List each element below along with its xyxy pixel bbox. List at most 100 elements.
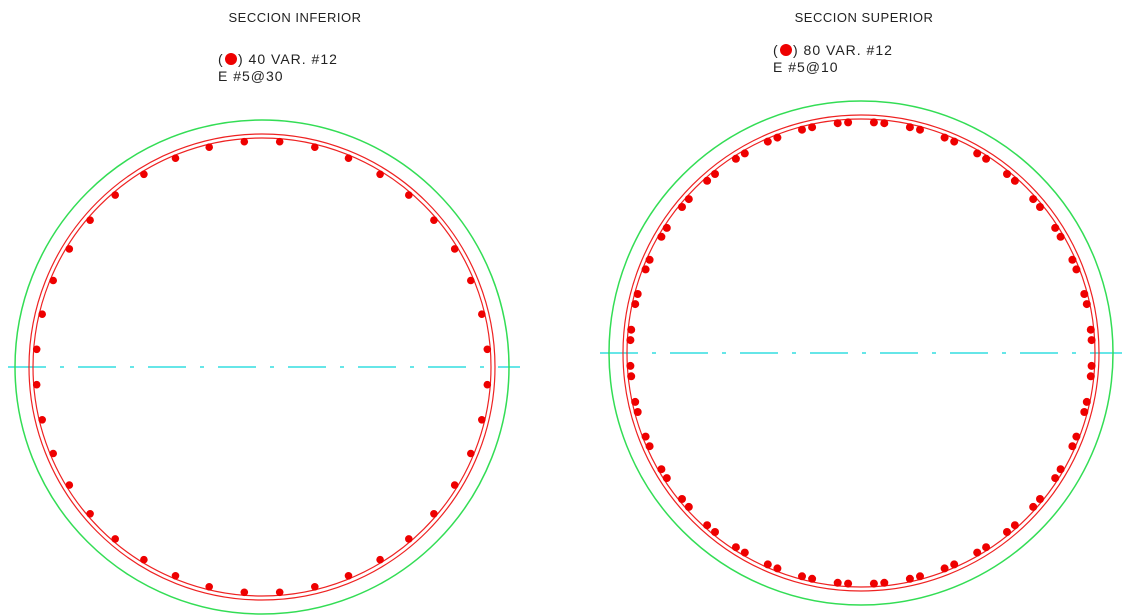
section-superior-bar-note: ) 80 VAR. #12 <box>793 42 893 58</box>
rebar-35 <box>430 216 438 224</box>
section-inferior-bar-note: ) 40 VAR. #12 <box>238 51 338 67</box>
section-inferior-legend: ( ) 40 VAR. #12 E #5@30 <box>218 51 338 84</box>
rebar-33 <box>657 465 666 474</box>
rebar-21 <box>833 578 842 587</box>
rebar-26 <box>740 548 749 557</box>
rebar-14 <box>111 535 119 543</box>
rebar-11 <box>1003 528 1011 536</box>
rebar-29 <box>240 137 249 146</box>
section-superior: SECCION SUPERIOR ( ) 80 VAR. #12 E #5@10 <box>600 10 1122 606</box>
rebar-30 <box>684 502 693 511</box>
rebar-31 <box>678 495 686 503</box>
rebar-12 <box>171 572 180 580</box>
section-inferior: SECCION INFERIOR ( ) 40 VAR. #12 E #5@30 <box>8 10 520 615</box>
rebar-26 <box>140 170 148 179</box>
rebar-64 <box>940 133 949 142</box>
rebar-38 <box>627 372 636 381</box>
rebar-55 <box>773 133 782 142</box>
rebar-53 <box>740 149 749 158</box>
rebar-5 <box>1068 442 1077 451</box>
section-inferior-title: SECCION INFERIOR <box>229 10 362 25</box>
rebar-66 <box>973 149 982 158</box>
rebar-67 <box>982 154 991 163</box>
section-superior-stirrup-note: E #5@10 <box>773 59 839 75</box>
rebar-17 <box>49 449 57 458</box>
rebar-23 <box>798 572 806 581</box>
rebar-11 <box>205 583 213 591</box>
rebar-20 <box>844 579 853 588</box>
rebar-38 <box>478 310 486 319</box>
rebar-25 <box>111 191 119 199</box>
rebar-71 <box>1036 203 1044 211</box>
rebar-61 <box>880 119 889 128</box>
rebar-70 <box>1029 195 1038 204</box>
rebar-15 <box>940 564 949 573</box>
section-inferior-stirrup-outer <box>28 133 496 601</box>
rebar-36 <box>633 408 642 416</box>
bar-symbol-icon <box>225 53 237 65</box>
rebar-57 <box>808 123 817 132</box>
rebar-47 <box>662 223 671 232</box>
rebar-60 <box>869 118 878 127</box>
rebar-63 <box>916 125 924 134</box>
rebar-24 <box>773 564 782 573</box>
rebar-9 <box>1029 502 1038 511</box>
rebar-39 <box>483 345 492 354</box>
rebar-22 <box>49 276 57 285</box>
rebar-41 <box>627 325 636 334</box>
rebar-51 <box>711 170 719 178</box>
rebar-44 <box>641 265 650 274</box>
rebar-65 <box>950 137 959 146</box>
rebar-30 <box>275 137 284 146</box>
rebar-1 <box>1086 372 1095 381</box>
rebar-34 <box>405 191 413 199</box>
rebar-74 <box>1068 255 1077 264</box>
rebar-8 <box>1036 495 1044 503</box>
rebar-6 <box>1056 465 1065 474</box>
bar-symbol-icon <box>780 44 792 56</box>
rebar-79 <box>1087 336 1096 345</box>
rebar-4 <box>1072 432 1081 441</box>
rebar-31 <box>311 143 319 151</box>
rebar-12 <box>982 543 991 552</box>
rebar-45 <box>645 255 654 264</box>
section-inferior-stirrup-note: E #5@30 <box>218 68 284 84</box>
rebar-58 <box>833 119 842 128</box>
rebar-0 <box>483 380 492 389</box>
rebar-22 <box>808 574 817 583</box>
rebar-4 <box>430 510 438 518</box>
rebar-50 <box>703 176 712 185</box>
rebar-25 <box>763 560 772 569</box>
rebar-1 <box>478 416 486 424</box>
rebar-17 <box>905 574 914 583</box>
rebar-19 <box>869 579 878 588</box>
section-superior-stirrup-outer <box>622 114 1100 592</box>
rebar-78 <box>1086 325 1095 334</box>
rebar-34 <box>645 442 654 451</box>
section-superior-bars <box>626 118 1096 588</box>
rebar-7 <box>1051 474 1060 483</box>
rebar-42 <box>631 300 640 309</box>
rebar-18 <box>880 578 889 587</box>
rebar-23 <box>65 245 74 253</box>
rebar-27 <box>731 543 740 552</box>
legend-open-paren: ( <box>218 51 224 67</box>
rebar-32 <box>662 474 671 483</box>
rebar-37 <box>467 276 475 285</box>
rebar-10 <box>240 588 249 597</box>
rebar-68 <box>1003 170 1011 178</box>
rebar-14 <box>950 560 959 569</box>
rebar-62 <box>905 123 914 132</box>
rebar-16 <box>916 572 924 581</box>
rebar-46 <box>657 232 666 241</box>
section-inferior-bars <box>32 137 492 597</box>
section-inferior-stirrup-inner <box>32 137 492 597</box>
rebar-21 <box>38 310 46 319</box>
rebar-10 <box>1010 521 1019 530</box>
rebar-20 <box>32 345 41 354</box>
rebar-72 <box>1051 223 1060 232</box>
rebar-49 <box>684 195 693 204</box>
rebar-19 <box>32 380 41 389</box>
rebar-77 <box>1082 300 1091 309</box>
rebar-56 <box>798 125 806 134</box>
